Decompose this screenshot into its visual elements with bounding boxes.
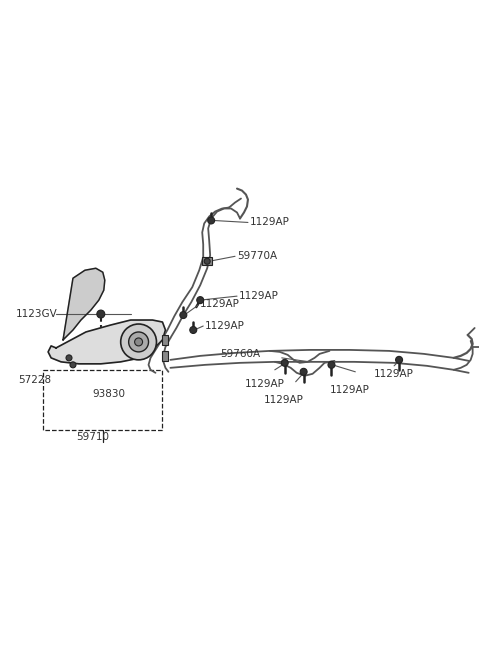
Text: 59760A: 59760A bbox=[220, 349, 260, 359]
Bar bbox=[162, 335, 168, 345]
Circle shape bbox=[129, 332, 148, 352]
Circle shape bbox=[281, 360, 288, 366]
Circle shape bbox=[396, 356, 403, 364]
Text: 59710: 59710 bbox=[76, 432, 109, 441]
Circle shape bbox=[204, 258, 210, 264]
Circle shape bbox=[208, 217, 215, 224]
Circle shape bbox=[70, 362, 76, 368]
Circle shape bbox=[328, 362, 335, 368]
Text: 1129AP: 1129AP bbox=[205, 321, 245, 331]
Text: 1129AP: 1129AP bbox=[264, 395, 304, 405]
Text: 57228: 57228 bbox=[18, 375, 51, 384]
Text: 1129AP: 1129AP bbox=[245, 379, 285, 389]
Text: 1129AP: 1129AP bbox=[374, 369, 414, 379]
Circle shape bbox=[134, 338, 143, 346]
Bar bbox=[202, 257, 212, 265]
Text: 59770A: 59770A bbox=[237, 252, 277, 261]
Text: 1129AP: 1129AP bbox=[250, 217, 290, 227]
Circle shape bbox=[97, 310, 105, 318]
Text: 1129AP: 1129AP bbox=[200, 299, 240, 309]
Polygon shape bbox=[48, 320, 166, 364]
Circle shape bbox=[300, 368, 307, 375]
Polygon shape bbox=[63, 269, 105, 340]
Circle shape bbox=[66, 355, 72, 361]
Circle shape bbox=[190, 326, 197, 333]
Bar bbox=[162, 351, 168, 361]
Text: 1129AP: 1129AP bbox=[239, 291, 279, 301]
Circle shape bbox=[197, 297, 204, 304]
Text: 93830: 93830 bbox=[93, 388, 126, 399]
Circle shape bbox=[120, 324, 156, 360]
Circle shape bbox=[180, 312, 187, 318]
Text: 1123GV: 1123GV bbox=[16, 309, 58, 319]
Text: 1129AP: 1129AP bbox=[329, 384, 369, 395]
